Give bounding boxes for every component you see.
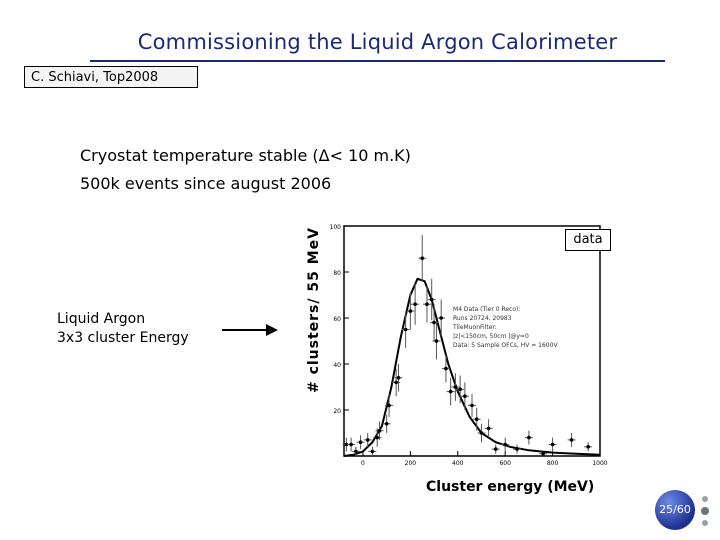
data-point xyxy=(458,387,462,392)
data-point xyxy=(503,442,507,447)
x-axis-label: Cluster energy (MeV) xyxy=(426,479,595,495)
data-point xyxy=(425,302,429,306)
data-point xyxy=(354,449,358,454)
data-point xyxy=(408,309,413,313)
data-point xyxy=(358,440,363,444)
data-point xyxy=(444,366,448,371)
data-point xyxy=(569,438,574,442)
x-tick-label: 800 xyxy=(547,460,559,467)
data-point xyxy=(541,451,545,456)
arrow-icon xyxy=(222,324,278,336)
info-line: TileMuonFilter: xyxy=(452,324,497,331)
data-point xyxy=(486,426,491,431)
data-point xyxy=(474,417,479,421)
y-tick-label: 40 xyxy=(333,362,341,369)
data-point xyxy=(432,320,436,325)
temperature-note: Cryostat temperature stable (Δ< 10 m.K) xyxy=(80,146,411,165)
author-box: C. Schiavi, Top2008 xyxy=(24,66,198,88)
data-point xyxy=(344,442,349,447)
data-point xyxy=(384,422,389,426)
data-point xyxy=(550,442,555,447)
legend-data: data xyxy=(565,229,611,251)
data-point xyxy=(403,327,408,332)
data-point xyxy=(439,316,443,320)
info-line: Runs 20724, 20983 xyxy=(453,315,512,322)
info-line: M4 Data (Tier 0 Reco): xyxy=(453,306,520,313)
title-underline xyxy=(90,60,665,62)
data-point xyxy=(396,376,401,380)
x-tick-label: 200 xyxy=(405,460,417,467)
data-point xyxy=(515,447,519,451)
plot-annotation: Liquid Argon 3x3 cluster Energy xyxy=(57,310,189,348)
data-point xyxy=(349,442,353,447)
y-tick-label: 80 xyxy=(333,270,341,277)
data-point xyxy=(365,438,370,442)
x-tick-label: 600 xyxy=(499,460,511,467)
slide-title: Commissioning the Liquid Argon Calorimet… xyxy=(137,30,618,54)
data-point xyxy=(453,385,458,389)
data-point xyxy=(429,297,434,302)
data-point xyxy=(493,447,498,451)
y-tick-label: 20 xyxy=(333,408,341,415)
data-point xyxy=(586,445,590,449)
y-tick-label: 60 xyxy=(333,316,341,323)
data-point xyxy=(375,435,379,440)
data-point xyxy=(377,428,382,433)
y-axis-label: # clusters/ 55 MeV xyxy=(306,226,322,394)
data-point xyxy=(479,431,484,435)
annotation-line-1: Liquid Argon xyxy=(57,311,146,327)
data-point xyxy=(420,256,425,260)
info-line: Data: 5 Sample OFCs, HV = 1600V xyxy=(453,342,558,349)
x-tick-label: 400 xyxy=(452,460,464,467)
data-point xyxy=(413,302,417,306)
data-point xyxy=(527,435,531,440)
data-point xyxy=(394,380,398,385)
decorative-dots-icon xyxy=(701,496,709,526)
info-line: |z|<150cm, 50cm |@y=0 xyxy=(453,333,529,340)
data-point xyxy=(370,449,375,454)
page-number-badge: 25/60 xyxy=(655,490,709,530)
data-point xyxy=(448,389,453,394)
x-tick-label: 0 xyxy=(361,460,365,467)
data-point xyxy=(470,403,474,408)
data-point xyxy=(434,339,439,343)
data-point xyxy=(387,403,391,408)
data-point xyxy=(463,394,467,398)
y-tick-label: 100 xyxy=(330,224,341,231)
x-tick-label: 1000 xyxy=(592,460,607,467)
events-note: 500k events since august 2006 xyxy=(80,174,332,193)
page-number: 25/60 xyxy=(659,503,691,516)
annotation-line-2: 3x3 cluster Energy xyxy=(57,330,189,346)
